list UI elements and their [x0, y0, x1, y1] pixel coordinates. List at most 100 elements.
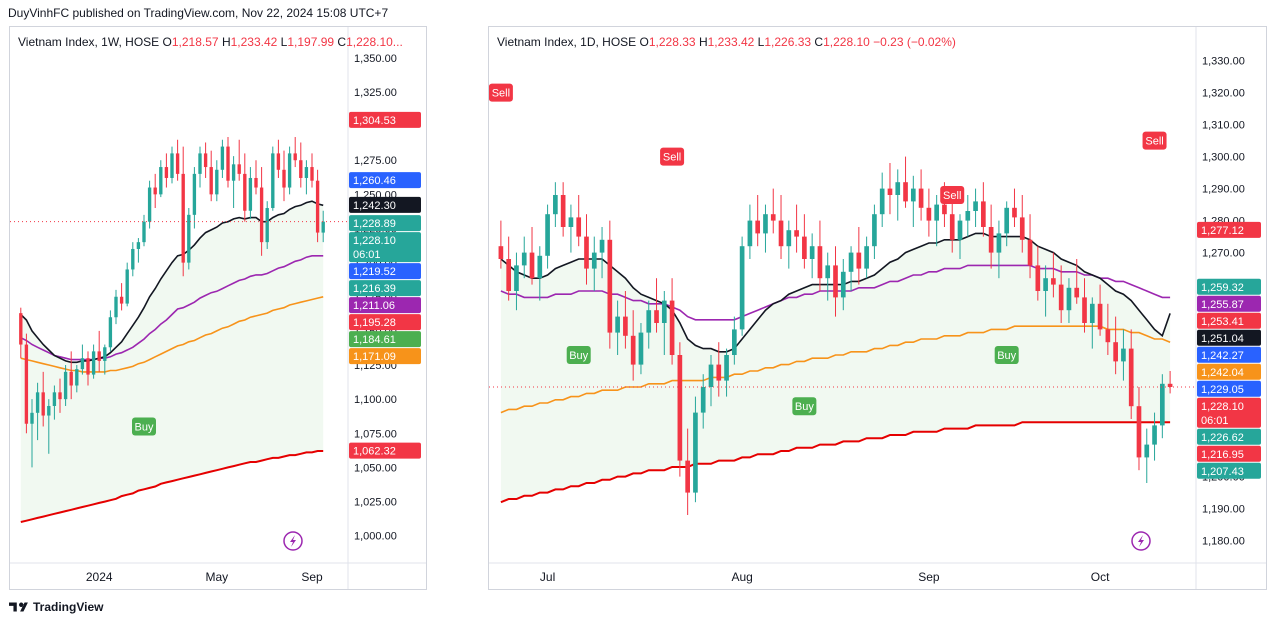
candle-body	[299, 160, 303, 178]
legend-symbol: Vietnam Index, 1W, HOSE	[18, 35, 160, 49]
y-tick-label: 1,190.00	[1202, 504, 1245, 516]
candle-body	[1136, 406, 1142, 458]
candle-body	[879, 188, 885, 215]
candle-body	[623, 316, 628, 336]
candle-body	[638, 332, 644, 365]
candle-body	[615, 316, 620, 333]
candle-body	[560, 195, 566, 227]
candle-body	[910, 188, 916, 202]
candle-body	[949, 214, 955, 240]
candle-body	[209, 167, 213, 195]
candle-body	[248, 177, 253, 211]
y-tick-label: 1,100.00	[354, 394, 397, 406]
candle-body	[1066, 287, 1072, 311]
candle-body	[159, 167, 163, 195]
candle-body	[809, 246, 815, 259]
price-axis-tag	[1197, 278, 1261, 295]
candle-body	[108, 317, 113, 348]
lightning-icon-glyph	[1138, 535, 1144, 547]
candle-body	[716, 364, 722, 381]
price-axis-tag	[1197, 462, 1261, 479]
y-tick-label: 1,300.00	[1202, 152, 1245, 164]
candle-body	[693, 412, 698, 493]
candle-body	[1082, 297, 1087, 323]
candle-body	[732, 329, 737, 355]
candle-body	[763, 214, 768, 234]
ema-long-line	[20, 450, 324, 523]
candle-body	[321, 221, 325, 233]
chart-pane-weekly[interactable]: Vietnam Index, 1W, HOSE O1,218.57 H1,233…	[9, 26, 427, 590]
signal-buy-badge	[994, 346, 1019, 364]
candle-body	[646, 310, 652, 333]
candle-body	[215, 169, 219, 195]
price-axis-tag	[1197, 295, 1261, 312]
price-axis-tag-countdown: 06:01	[1201, 415, 1229, 427]
candle-body	[568, 217, 574, 227]
candle-body	[856, 252, 862, 269]
tradingview-logo-icon	[9, 602, 28, 612]
candle-body	[1043, 278, 1048, 291]
chart-pane-daily[interactable]: Vietnam Index, 1D, HOSE O1,228.33 H1,233…	[488, 26, 1267, 590]
weekly-chart-svg[interactable]: 1,350.001,325.001,275.001,250.001,225.00…	[10, 27, 426, 589]
candle-body	[848, 252, 854, 272]
x-tick-label: Jul	[540, 570, 555, 584]
signal-buy-badge	[566, 346, 591, 364]
candle-body	[521, 252, 527, 266]
candle-body	[237, 164, 241, 174]
candle-body	[965, 211, 971, 221]
candle-body	[103, 347, 107, 361]
candle-body	[80, 358, 85, 370]
candle-body	[1144, 444, 1150, 458]
candle-body	[1004, 207, 1010, 234]
candle-body	[576, 217, 582, 237]
ema-slow-line	[500, 325, 1171, 414]
candle-body	[840, 271, 846, 298]
candle-body	[1128, 348, 1134, 407]
signal-buy-badge	[132, 417, 156, 436]
candle-body	[276, 153, 281, 170]
candle-body	[864, 246, 869, 269]
candle-body	[198, 153, 202, 174]
price-axis-tag-label: 1,260.46	[353, 175, 396, 187]
candle-body	[498, 246, 504, 259]
price-axis-tag-label: 1,216.95	[1201, 449, 1244, 461]
price-axis-tag-label: 1,228.10	[353, 235, 396, 247]
price-axis-tag-label: 1,253.41	[1201, 316, 1244, 328]
legend-close: 1,228.10...	[346, 35, 403, 49]
candle-body	[529, 252, 535, 279]
price-axis-tag	[349, 331, 421, 348]
price-axis-tag-label: 1,242.30	[353, 200, 396, 212]
candle-body	[926, 207, 932, 221]
candle-body	[942, 204, 947, 215]
candle-body	[58, 392, 62, 400]
price-axis-tag-label: 1,216.39	[353, 283, 396, 295]
y-tick-label: 1,075.00	[354, 428, 397, 440]
candle-body	[69, 371, 73, 386]
candle-body	[30, 412, 34, 424]
signal-buy-label: Buy	[135, 421, 154, 433]
candle-body	[599, 239, 605, 253]
candle-body	[591, 252, 597, 269]
candle-body	[63, 371, 68, 400]
candle-body	[41, 392, 45, 416]
candle-body	[817, 246, 823, 279]
signal-buy-label: Buy	[569, 350, 588, 362]
candle-body	[786, 230, 792, 247]
candle-body	[91, 351, 96, 375]
candle-body	[553, 195, 558, 215]
x-tick-label: Aug	[731, 570, 752, 584]
x-tick-label: May	[205, 570, 228, 584]
candle-body	[231, 164, 236, 181]
candle-body	[903, 182, 908, 202]
candle-body	[802, 236, 807, 259]
candle-body	[1097, 303, 1103, 330]
y-tick-label: 1,270.00	[1202, 248, 1245, 260]
candle-body	[282, 169, 286, 188]
price-axis-tag	[349, 172, 421, 189]
daily-chart-svg[interactable]: 1,330.00 1,320.00 1,310.00 1,300.00 1,290.00…	[489, 27, 1266, 589]
candle-body	[86, 358, 90, 375]
price-axis-tag	[349, 232, 421, 263]
x-tick-label: Oct	[1091, 570, 1110, 584]
legend-symbol: Vietnam Index, 1D, HOSE	[497, 35, 637, 49]
candle-body	[545, 214, 550, 256]
